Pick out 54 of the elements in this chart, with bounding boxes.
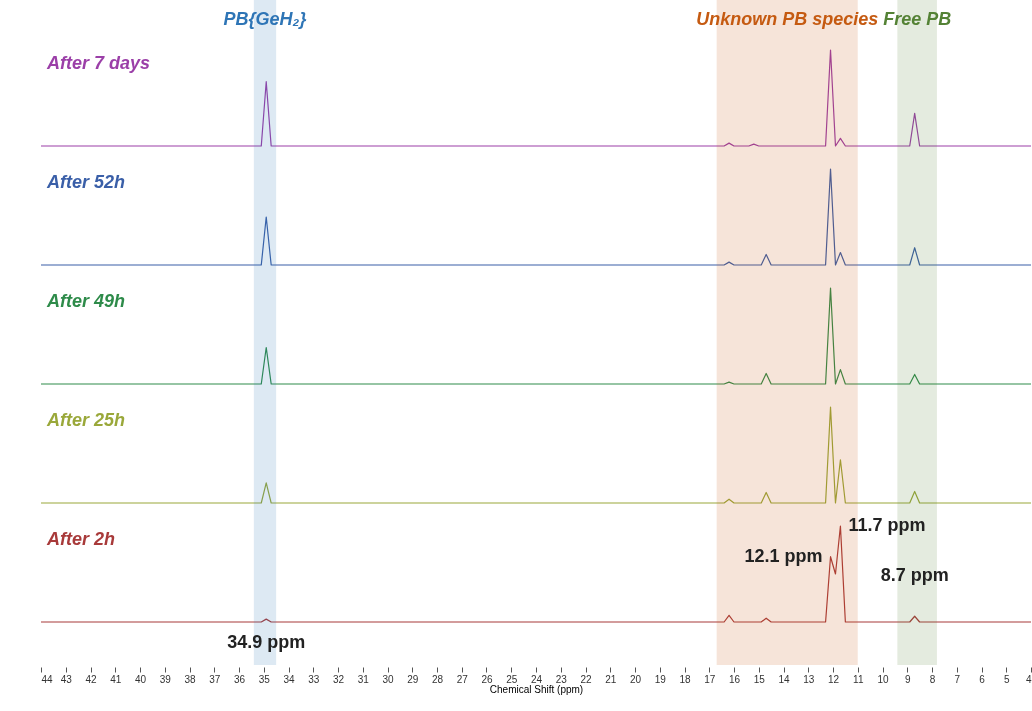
x-tick-label: 33 [308, 673, 320, 685]
x-tick-label: 24 [530, 673, 543, 685]
x-tick-label: 42 [85, 673, 97, 685]
x-tick-label: 13 [803, 673, 815, 685]
x-tick-label: 6 [979, 673, 986, 685]
annotation: 12.1 ppm [744, 545, 823, 566]
band-label: Unknown PB species [696, 9, 879, 29]
x-tick-label: 25 [506, 673, 518, 685]
x-tick-label: 18 [679, 673, 691, 685]
x-tick-label: 26 [481, 673, 493, 685]
annotation: 8.7 ppm [880, 565, 949, 586]
annotation: 11.7 ppm [848, 515, 926, 535]
x-axis-title: Chemical Shift (ppm) [489, 683, 584, 695]
x-tick-label: 12 [827, 673, 840, 685]
x-tick-label: 43 [60, 673, 73, 685]
x-tick-label: 15 [753, 673, 766, 685]
x-tick-label: 21 [605, 673, 617, 685]
text: After 52h [45, 172, 125, 192]
text: After 7 days [45, 53, 150, 73]
x-tick-label: 19 [654, 673, 667, 685]
x-tick-label: 37 [209, 673, 221, 685]
x-tick-label: 17 [704, 673, 716, 685]
x-tick-label: 41 [110, 673, 122, 685]
band-label: PB{GeH₂} [223, 9, 307, 29]
x-tick-label: 39 [159, 673, 172, 685]
x-tick-label: 5 [1003, 673, 1010, 685]
band-label: Free PB [883, 9, 952, 29]
x-tick-label: 9 [904, 673, 911, 685]
text: After 25h [45, 410, 125, 430]
x-tick-label: 36 [233, 673, 246, 685]
x-tick-label: 31 [357, 673, 370, 685]
x-tick-label: 38 [184, 673, 196, 685]
x-tick-label: 7 [954, 673, 961, 685]
x-tick-label: 10 [877, 673, 889, 685]
x-tick-label: 4 [1025, 673, 1032, 685]
x-tick-label: 14 [778, 673, 790, 685]
text: After 2h [45, 529, 115, 549]
x-tick-label: 34 [283, 673, 295, 685]
annotation: 34.9 ppm [227, 632, 306, 653]
x-tick-label: 30 [382, 673, 394, 685]
x-tick-label: 40 [134, 673, 147, 685]
x-tick-label: 22 [580, 673, 592, 685]
x-tick-label: 32 [332, 673, 345, 685]
x-tick-label: 27 [456, 673, 469, 685]
x-tick-label: 28 [431, 673, 444, 685]
x-tick-label: 44 [41, 673, 54, 685]
x-tick-label: 11 [853, 673, 864, 685]
x-tick-label: 8 [929, 673, 936, 685]
x-tick-label: 35 [258, 673, 271, 685]
x-tick-label: 16 [728, 673, 741, 685]
text: After 49h [45, 291, 125, 311]
x-tick-label: 23 [555, 673, 568, 685]
x-tick-label: 20 [629, 673, 642, 685]
x-tick-label: 29 [407, 673, 419, 685]
